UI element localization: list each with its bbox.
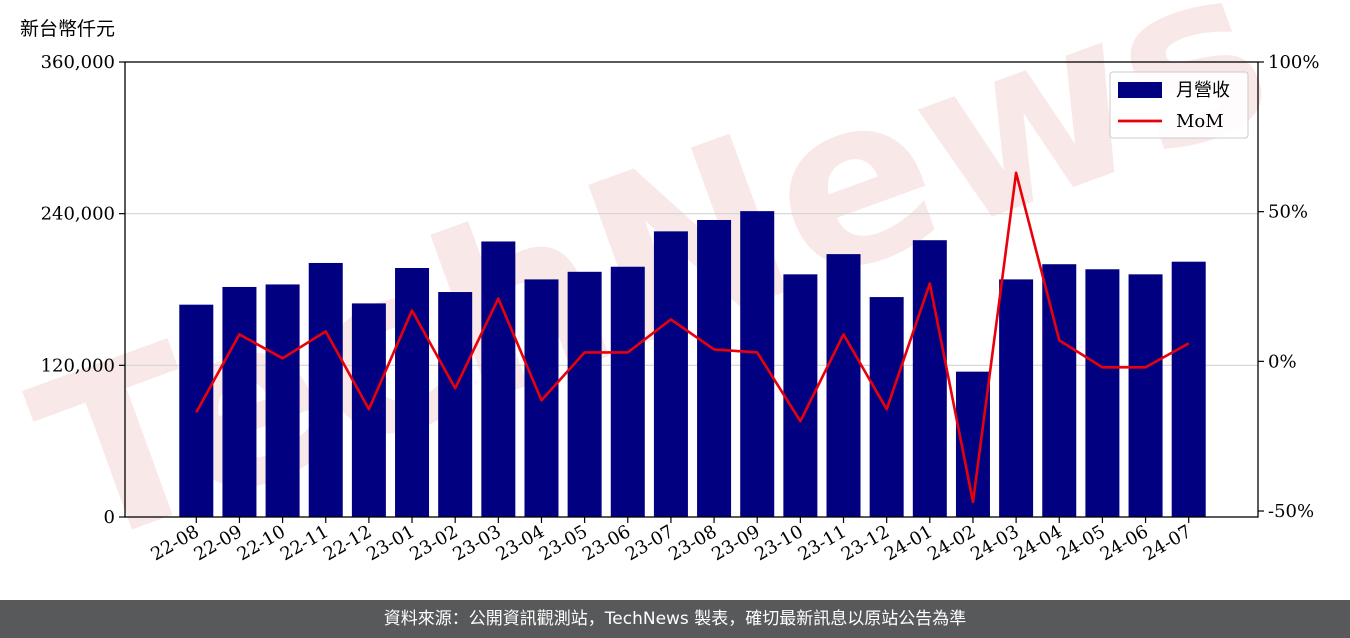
left-tick-label: 240,000 xyxy=(41,204,115,225)
legend: 月營收 MoM xyxy=(1109,71,1249,139)
line-series xyxy=(195,171,1190,504)
right-tick-label: 100% xyxy=(1268,52,1319,73)
left-tick-label: 360,000 xyxy=(41,52,115,73)
x-tick-label: 23-02 xyxy=(406,521,461,565)
revenue-chart: TechNews 0120,000240,000360,000-50%0%50%… xyxy=(6,0,1320,600)
source-footer: 資料來源：公開資訊觀測站，TechNews 製表，確切最新訊息以原站公告為準 xyxy=(0,600,1350,638)
bar xyxy=(697,219,732,517)
bar xyxy=(438,292,473,517)
x-tick-label: 23-03 xyxy=(449,521,504,565)
left-tick-label: 120,000 xyxy=(41,355,115,376)
right-tick-label: 0% xyxy=(1268,351,1297,372)
bar xyxy=(567,271,602,517)
bar xyxy=(1085,269,1120,517)
x-tick-label: 24-04 xyxy=(1010,521,1065,565)
bar xyxy=(265,284,300,517)
x-tick-label: 23-09 xyxy=(708,521,763,565)
bar xyxy=(1171,261,1206,517)
left-tick-label: 0 xyxy=(104,507,115,528)
bar xyxy=(222,286,257,517)
bar xyxy=(610,266,645,517)
y-axis-unit-label: 新台幣仟元 xyxy=(20,18,116,40)
mom-line xyxy=(195,171,1190,504)
right-tick-label: -50% xyxy=(1268,501,1314,522)
bar xyxy=(1128,274,1163,517)
bar xyxy=(1042,264,1077,517)
x-tick-label: 23-10 xyxy=(751,521,806,565)
x-tick-label: 23-12 xyxy=(838,521,893,565)
plot-frame xyxy=(124,61,1259,518)
right-tick-label: 50% xyxy=(1268,202,1308,223)
x-tick-label: 24-02 xyxy=(924,521,979,565)
x-tick-label: 23-08 xyxy=(665,521,720,565)
x-tick-label: 23-04 xyxy=(493,521,548,565)
x-tick-label: 23-05 xyxy=(536,521,591,565)
x-tick-label: 24-01 xyxy=(881,521,936,565)
x-tick-label: 23-11 xyxy=(795,521,850,565)
x-tick-label: 24-03 xyxy=(967,521,1022,565)
bar xyxy=(740,211,775,517)
bar xyxy=(481,241,516,517)
bar xyxy=(999,279,1034,517)
bar xyxy=(653,231,688,517)
x-tick-label: 24-06 xyxy=(1097,521,1152,565)
legend-label-bar: 月營收 xyxy=(1176,80,1230,101)
x-tick-label: 23-06 xyxy=(579,521,634,565)
legend-label-line: MoM xyxy=(1176,111,1224,132)
bar xyxy=(912,240,947,518)
legend-swatch-bar xyxy=(1118,82,1162,98)
x-tick-label: 23-07 xyxy=(622,521,677,565)
x-tick-label: 24-05 xyxy=(1053,521,1108,565)
bar xyxy=(826,254,861,517)
x-tick-label: 23-01 xyxy=(363,521,418,565)
bar xyxy=(395,268,430,517)
bar xyxy=(308,262,343,517)
x-tick-label: 24-07 xyxy=(1140,521,1195,565)
x-tick-label: 22-12 xyxy=(320,521,375,565)
